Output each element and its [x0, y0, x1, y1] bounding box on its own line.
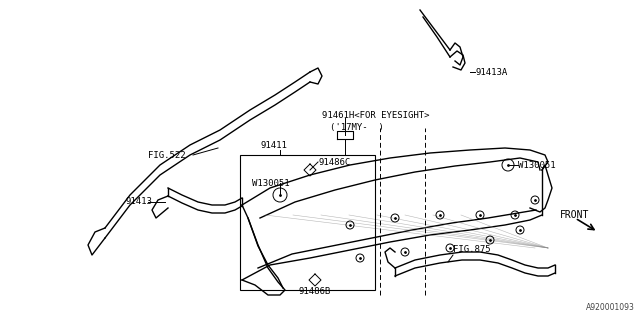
Text: ('17MY-  ): ('17MY- ): [330, 123, 384, 132]
Text: 91486B: 91486B: [299, 287, 331, 297]
Bar: [240, 155, 375, 290]
Text: 91413: 91413: [125, 197, 152, 206]
Text: 91411: 91411: [260, 140, 287, 149]
Text: W130051: W130051: [252, 179, 290, 188]
Text: FIG.875: FIG.875: [453, 245, 491, 254]
Text: 91413A: 91413A: [475, 68, 508, 76]
Text: W130051: W130051: [518, 161, 556, 170]
Text: 91486C: 91486C: [318, 157, 350, 166]
Text: A920001093: A920001093: [586, 303, 635, 312]
Text: FIG.522: FIG.522: [148, 150, 186, 159]
Text: FRONT: FRONT: [560, 210, 589, 220]
Text: 91461H<FOR EYESIGHT>: 91461H<FOR EYESIGHT>: [322, 110, 429, 119]
